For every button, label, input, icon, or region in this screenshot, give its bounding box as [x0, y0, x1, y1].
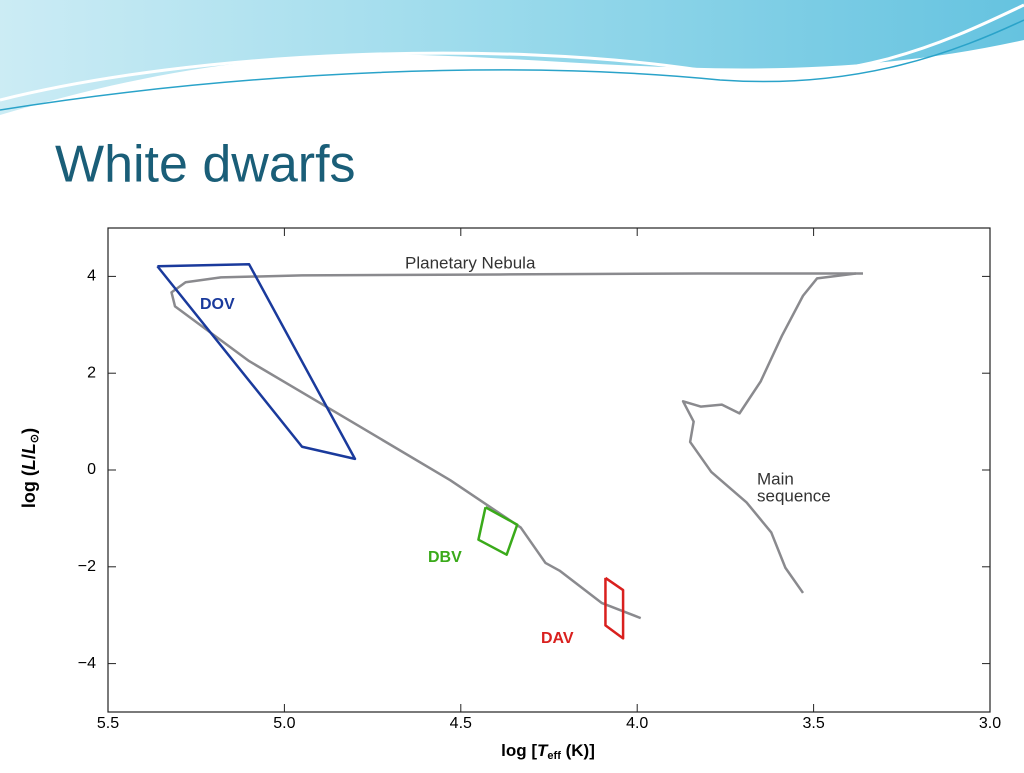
- x-label-part: eff: [547, 750, 561, 762]
- x-label-part: log [: [501, 741, 537, 760]
- slide-title: White dwarfs: [55, 136, 356, 194]
- y-label-part: ⊙: [29, 434, 41, 443]
- y-tick-label: −2: [78, 558, 96, 575]
- y-tick-label: 0: [87, 461, 96, 478]
- x-label-part: T: [537, 741, 549, 760]
- wave-line: [0, 19, 1024, 111]
- y-tick-label: 2: [87, 364, 96, 381]
- plot: 5.5 5.0 4.5 4.0 3.5 3.0 −4 −2 0 2 4 DOV DBV DAV Planet…: [78, 228, 1001, 732]
- y-label-part: log (: [19, 470, 39, 508]
- y-label-part: /: [19, 454, 39, 459]
- annotation: Main: [757, 469, 794, 488]
- y-axis-label: log (L/L⊙): [19, 428, 41, 508]
- x-tick-label: 3.0: [979, 715, 1001, 732]
- y-label-part: L: [19, 443, 39, 454]
- x-tick-label: 3.5: [802, 715, 824, 732]
- x-tick-label: 4.5: [450, 715, 472, 732]
- series-label: DOV: [200, 296, 235, 313]
- series-label: DAV: [541, 630, 574, 647]
- y-label-part: ): [19, 428, 39, 434]
- x-tick-label: 5.5: [97, 715, 119, 732]
- region-outline: [477, 506, 519, 556]
- annotation: sequence: [757, 486, 831, 505]
- x-label-part: (K)]: [561, 741, 595, 760]
- region-outline: [604, 576, 625, 640]
- wave: [0, 0, 1024, 115]
- annotation: Planetary Nebula: [405, 253, 536, 272]
- y-tick-label: −4: [78, 655, 96, 672]
- x-axis-label: log [Teff (K)]: [501, 741, 595, 761]
- track-line: [681, 272, 857, 594]
- wave-line: [0, 3, 1024, 102]
- x-tick-label: 5.0: [273, 715, 295, 732]
- series-label: DBV: [428, 549, 462, 566]
- x-tick-label: 4.0: [626, 715, 648, 732]
- y-label-part: L: [19, 459, 39, 470]
- region-outline: [156, 263, 357, 461]
- y-tick-label: 4: [87, 268, 96, 285]
